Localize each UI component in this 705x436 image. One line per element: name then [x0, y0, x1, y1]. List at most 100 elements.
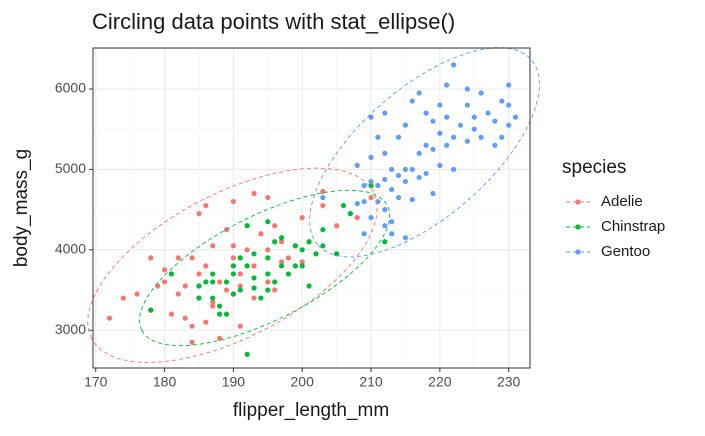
data-point [395, 134, 402, 140]
data-point [423, 170, 429, 177]
data-point [210, 295, 216, 301]
data-point [161, 267, 168, 273]
data-point [182, 315, 188, 321]
data-point [278, 259, 285, 265]
data-point [244, 223, 250, 229]
data-point [237, 323, 243, 329]
data-point [210, 303, 216, 309]
ellipse [87, 167, 378, 363]
data-point [272, 287, 278, 293]
x-tick-label: 230 [497, 374, 521, 390]
plot-panel [93, 48, 530, 368]
data-point [251, 295, 257, 301]
data-point [361, 198, 367, 205]
data-point [444, 142, 450, 148]
data-point [451, 62, 457, 68]
data-point [217, 279, 223, 285]
data-point [168, 311, 175, 317]
data-point [265, 271, 271, 277]
data-point [230, 263, 236, 269]
data-point [471, 126, 477, 132]
data-point [416, 90, 422, 96]
data-point [354, 215, 360, 221]
data-point [299, 259, 305, 265]
data-point [265, 255, 271, 261]
data-point [265, 287, 271, 293]
data-point [478, 90, 484, 96]
data-point [196, 211, 202, 217]
data-point [506, 82, 512, 88]
data-point [409, 196, 415, 203]
data-point [464, 86, 470, 92]
x-tick-label: 190 [222, 374, 246, 390]
data-point [361, 182, 367, 189]
data-point [464, 102, 470, 108]
data-point [223, 287, 230, 293]
data-point [203, 263, 209, 269]
data-point [210, 299, 216, 305]
data-point [437, 102, 443, 108]
data-point [354, 200, 360, 207]
data-point [161, 279, 168, 285]
data-point [389, 231, 395, 237]
data-point [444, 114, 450, 120]
data-point [430, 118, 436, 124]
data-point [292, 243, 298, 249]
legend-key-point [575, 199, 581, 205]
data-point [485, 110, 491, 116]
data-point [492, 142, 498, 148]
data-point [230, 243, 236, 249]
data-point [320, 194, 326, 201]
x-tick-label: 200 [291, 374, 315, 390]
data-point [251, 285, 257, 291]
data-point [285, 271, 292, 277]
legend-title: species [562, 157, 626, 178]
data-point [361, 231, 367, 237]
chart-title: Circling data points with stat_ellipse() [92, 9, 455, 34]
data-point [251, 263, 257, 269]
data-point [437, 162, 443, 168]
data-point [278, 239, 285, 245]
data-point [251, 275, 257, 281]
data-point [457, 122, 464, 128]
data-point [106, 315, 113, 321]
data-point [258, 295, 264, 301]
data-point [382, 176, 388, 183]
data-point [196, 295, 202, 301]
data-point [313, 251, 319, 257]
data-point [340, 202, 347, 209]
data-point [230, 291, 236, 297]
data-point [368, 215, 374, 221]
y-tick-label: 6000 [55, 80, 86, 96]
data-point [320, 243, 326, 249]
data-point [492, 118, 498, 124]
data-point [389, 219, 395, 225]
data-point [416, 150, 422, 156]
data-point [389, 186, 395, 193]
y-tick-label: 3000 [55, 321, 86, 337]
data-point [464, 138, 470, 144]
data-point [512, 114, 519, 120]
legend-key-point [575, 249, 581, 255]
data-point [223, 279, 230, 285]
data-point [430, 146, 436, 152]
data-point [196, 283, 202, 289]
y-tick-label: 5000 [55, 160, 86, 176]
data-point [402, 122, 409, 128]
data-point [251, 251, 257, 257]
data-point [299, 247, 305, 253]
data-point [437, 130, 443, 136]
data-point [237, 271, 243, 277]
data-point [251, 190, 257, 197]
data-point [423, 142, 429, 148]
data-point [299, 263, 305, 269]
data-point [148, 307, 154, 313]
data-point [375, 182, 381, 189]
data-point [292, 263, 298, 269]
data-point [244, 351, 250, 357]
plot-border [92, 47, 531, 369]
legend-label: Gentoo [601, 243, 650, 260]
x-tick-label: 220 [428, 374, 452, 390]
data-point [148, 255, 154, 261]
